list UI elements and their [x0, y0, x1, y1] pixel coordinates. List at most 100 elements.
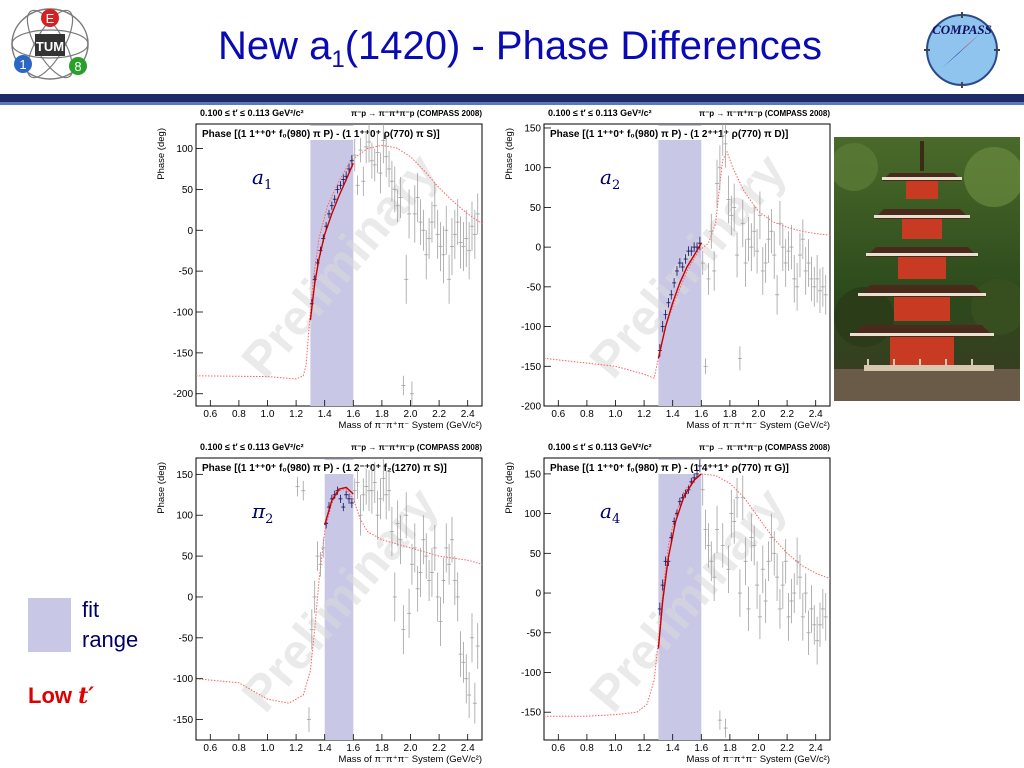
y-tick-label: -100	[521, 322, 541, 333]
y-tick-label: 100	[176, 511, 193, 522]
low-t-text: Low	[28, 683, 79, 708]
x-tick-label: 1.2	[289, 409, 303, 420]
chart-tcut-label: 0.100 ≤ t′ ≤ 0.113 GeV²/c²	[200, 108, 304, 118]
x-tick-label: 0.6	[551, 743, 565, 754]
x-tick-label: 1.6	[346, 743, 360, 754]
chart-tcut-label: 0.100 ≤ t′ ≤ 0.113 GeV²/c²	[548, 108, 652, 118]
title-subscript: 1	[331, 46, 345, 73]
x-tick-label: 1.4	[666, 743, 680, 754]
wave-label-index: 4	[612, 512, 620, 527]
chart-tcut-label: 0.100 ≤ t′ ≤ 0.113 GeV²/c²	[200, 442, 304, 452]
y-tick-label: -100	[173, 308, 193, 319]
fit-curve	[657, 473, 702, 649]
wave-label-symbol: π	[251, 499, 266, 523]
subtitle-box	[198, 126, 480, 140]
slide-title: New a1(1420) - Phase Differences	[150, 18, 890, 78]
chart-subtitle: Phase [(1 1⁺⁺0⁺ f₀(980) π P) - (1 4⁺⁺1⁺ …	[550, 463, 789, 474]
y-tick-label: 0	[187, 592, 193, 603]
chart-subtitle: Phase [(1 1⁺⁺0⁺ f₀(980) π P) - (1 1⁺⁺0⁺ …	[202, 129, 440, 140]
subtitle-box	[546, 126, 828, 140]
y-axis-label: Phase (deg)	[504, 128, 515, 180]
wave-label-symbol: a	[600, 165, 612, 189]
y-tick-label: 150	[524, 123, 541, 134]
phase-plot-pi2: 0.100 ≤ t′ ≤ 0.113 GeV²/c² π⁻p → π⁻π⁺π⁻p …	[156, 442, 483, 765]
wave-label: a2	[600, 165, 620, 193]
y-tick-label: -50	[527, 628, 542, 639]
phase-plot-a4: 0.100 ≤ t′ ≤ 0.113 GeV²/c² π⁻p → π⁻π⁺π⁻p …	[504, 442, 831, 765]
logo-tum-text: TUM	[36, 39, 64, 54]
y-tick-label: -100	[521, 668, 541, 679]
y-axis-label: Phase (deg)	[156, 462, 167, 514]
low-t-label: Low t′	[28, 683, 94, 709]
x-axis-label: Mass of π⁻π⁺π⁻ System (GeV/c²)	[687, 420, 830, 431]
y-tick-label: 50	[530, 203, 542, 214]
title-rest: (1420) - Phase Differences	[344, 24, 823, 68]
y-tick-label: -150	[521, 708, 541, 719]
y-tick-label: -200	[173, 389, 193, 400]
y-tick-label: 50	[530, 549, 542, 560]
wave-label-index: 1	[264, 178, 272, 193]
x-axis-label: Mass of π⁻π⁺π⁻ System (GeV/c²)	[687, 754, 830, 765]
x-tick-label: 0.8	[580, 743, 594, 754]
subtitle-box	[198, 460, 480, 474]
header-bar	[0, 94, 1024, 102]
y-tick-label: 0	[187, 226, 193, 237]
fit-range-legend-label: fit range	[82, 597, 139, 652]
x-tick-label: 0.6	[551, 409, 565, 420]
x-tick-label: 2.0	[404, 743, 418, 754]
x-tick-label: 1.6	[346, 409, 360, 420]
fit-curve	[309, 162, 354, 321]
tum-e18-logo: E TUM 1 8	[11, 8, 89, 80]
y-tick-label: 150	[524, 469, 541, 480]
wave-label: a4	[600, 499, 620, 527]
subtitle-box	[546, 460, 828, 474]
x-tick-label: 0.8	[232, 409, 246, 420]
y-tick-label: -50	[179, 633, 194, 644]
x-tick-label: 1.0	[261, 743, 275, 754]
model-curve	[195, 488, 483, 704]
low-t-symbol: t′	[78, 683, 95, 709]
y-tick-label: -150	[521, 362, 541, 373]
fit-curve	[324, 486, 354, 526]
x-tick-label: 1.4	[318, 743, 332, 754]
x-tick-label: 2.2	[432, 409, 446, 420]
y-tick-label: -150	[173, 348, 193, 359]
x-tick-label: 0.8	[580, 409, 594, 420]
model-curve	[195, 144, 483, 380]
y-tick-label: 50	[182, 185, 194, 196]
fit-range-band	[324, 459, 354, 740]
y-tick-label: 50	[182, 552, 194, 563]
compass-logo: COMPASS	[924, 12, 1000, 88]
header-bar-accent	[0, 102, 1024, 105]
x-tick-label: 0.6	[203, 409, 217, 420]
x-axis-label: Mass of π⁻π⁺π⁻ System (GeV/c²)	[339, 420, 482, 431]
x-tick-label: 1.8	[723, 409, 737, 420]
logo-letter-e: E	[46, 11, 55, 26]
x-tick-label: 2.0	[752, 409, 766, 420]
x-tick-label: 1.4	[666, 409, 680, 420]
y-tick-label: 150	[176, 470, 193, 481]
x-tick-label: 1.6	[694, 409, 708, 420]
chart-tcut-label: 0.100 ≤ t′ ≤ 0.113 GeV²/c²	[548, 442, 652, 452]
pagoda-photo	[834, 137, 1020, 401]
x-tick-label: 1.8	[375, 743, 389, 754]
x-tick-label: 0.6	[203, 743, 217, 754]
chart-reaction-label: π⁻p → π⁻π⁺π⁻p (COMPASS 2008)	[699, 109, 830, 118]
x-tick-label: 2.0	[752, 743, 766, 754]
x-tick-label: 1.2	[637, 409, 651, 420]
y-tick-label: 100	[524, 509, 541, 520]
fit-range-legend-swatch	[28, 598, 71, 652]
logo-letter-8: 8	[74, 59, 81, 74]
x-tick-label: 2.2	[780, 409, 794, 420]
x-tick-label: 1.6	[694, 743, 708, 754]
wave-label-index: 2	[612, 178, 620, 193]
wave-label-symbol: a	[600, 499, 612, 523]
wave-label: π2	[251, 499, 273, 527]
x-tick-label: 2.2	[432, 743, 446, 754]
chart-subtitle: Phase [(1 1⁺⁺0⁺ f₀(980) π P) - (1 2⁻⁺0⁺ …	[202, 463, 447, 474]
x-tick-label: 1.4	[318, 409, 332, 420]
chart-reaction-label: π⁻p → π⁻π⁺π⁻p (COMPASS 2008)	[351, 109, 482, 118]
x-tick-label: 2.4	[461, 743, 475, 754]
chart-subtitle: Phase [(1 1⁺⁺0⁺ f₀(980) π P) - (1 2⁺⁺1⁺ …	[550, 129, 788, 140]
y-tick-label: 0	[535, 589, 541, 600]
